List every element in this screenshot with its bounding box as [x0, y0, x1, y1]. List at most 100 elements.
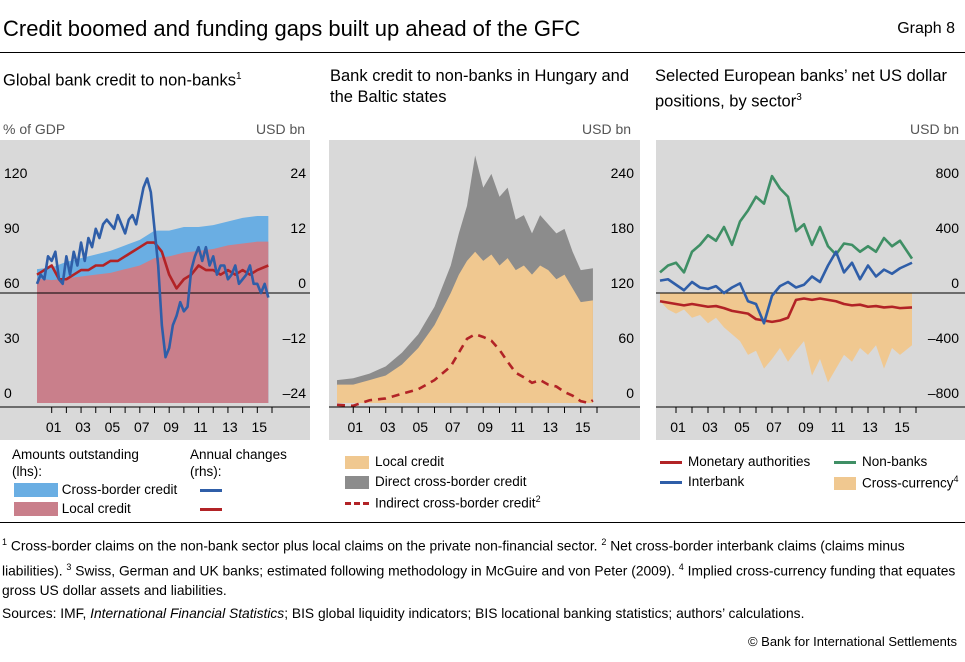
legend2-label-indirect: Indirect cross-border credit — [375, 495, 536, 511]
y-tick-label-right: 24 — [290, 165, 306, 181]
line-non-banks — [659, 174, 914, 274]
legend-swatch-cross-border-area — [14, 483, 58, 498]
panel3-title: Selected European banks’ net US dollar p… — [655, 67, 947, 111]
legend3-label-monetary: Monetary authorities — [688, 454, 811, 469]
x-tick-label: 03 — [702, 419, 718, 435]
footer-rule — [0, 522, 965, 523]
y-tick-label-left: 30 — [4, 330, 20, 346]
legend3-label-nonbanks: Non-banks — [862, 454, 928, 469]
graph-title: Credit boomed and funding gaps built up … — [3, 16, 581, 41]
y-tick-label-left: 60 — [4, 275, 20, 291]
y-tick-label-right: –800 — [928, 385, 959, 401]
x-tick-label: 05 — [734, 419, 750, 435]
x-tick-label: 05 — [105, 419, 121, 435]
x-tick-label: 15 — [252, 419, 268, 435]
line-indirect-cross-border-credit — [336, 332, 594, 408]
graph-header: Credit boomed and funding gaps built up … — [0, 0, 965, 52]
panel1-left-unit: % of GDP — [3, 121, 66, 137]
legend3-item-crosscurrency: Cross-currency4 — [834, 474, 959, 491]
legend-changes-label: Annual changes (rhs): — [190, 447, 287, 479]
y-tick-label-right: 240 — [611, 165, 635, 181]
x-tick-label: 15 — [575, 419, 591, 435]
sources: Sources: IMF, International Financial St… — [2, 606, 805, 621]
y-tick-label-right: 0 — [626, 385, 634, 401]
x-tick-label: 07 — [445, 419, 461, 435]
x-tick-label: 13 — [862, 419, 878, 435]
panel1-title: Global bank credit to non-banks1 — [3, 71, 242, 90]
graph-number: Graph 8 — [897, 20, 955, 37]
panel3-right-unit: USD bn — [910, 121, 960, 137]
y-tick-label-right: 12 — [290, 220, 306, 236]
legend3-swatch-nonbanks — [834, 460, 856, 464]
y-tick-label-right: –24 — [283, 385, 307, 401]
panel2-svg: 240 180 120 60 0 01 03 05 07 09 11 13 15 — [329, 155, 640, 435]
x-tick-label: 11 — [831, 419, 846, 435]
y-tick-label-right: 180 — [611, 220, 635, 236]
legend-swatch-cross-border-line — [200, 489, 222, 492]
panel1-plot: 120 90 60 30 0 24 12 0 –12 –24 01 03 05 07 09 11 13 15 — [0, 140, 310, 440]
line-monetary-authorities — [659, 297, 913, 324]
legend2-swatch-local — [345, 455, 369, 469]
legend-swatch-local-line — [200, 508, 222, 511]
y-tick-label-right: 800 — [936, 165, 960, 181]
footnotes: 1 Cross-border claims on the non-bank se… — [2, 537, 956, 599]
x-tick-label: 03 — [380, 419, 396, 435]
x-tick-label: 07 — [766, 419, 782, 435]
legend-swatch-local-area — [14, 502, 58, 517]
y-tick-label-left: 90 — [4, 220, 20, 236]
legend2-item-local: Local credit — [345, 454, 444, 469]
x-tick-label: 05 — [412, 419, 428, 435]
panel1-right-unit: USD bn — [256, 121, 306, 137]
x-tick-label: 13 — [222, 419, 238, 435]
x-tick-label: 11 — [193, 419, 208, 435]
y-tick-label-left: 120 — [4, 165, 28, 181]
legend3-swatch-monetary — [660, 460, 682, 464]
copyright: © Bank for International Settlements — [747, 634, 957, 649]
y-tick-label-left: 0 — [4, 385, 12, 401]
y-tick-label-right: 120 — [611, 275, 635, 291]
x-tick-label: 15 — [894, 419, 910, 435]
x-tick-label: 01 — [347, 419, 363, 435]
legend3-swatch-crosscurrency — [834, 477, 856, 491]
x-tick-label: 01 — [670, 419, 686, 435]
panel3-svg: 800 400 0 –400 –800 01 03 05 07 09 11 13 15 — [656, 165, 965, 435]
y-tick-label-right: 0 — [951, 275, 959, 291]
x-tick-label: 03 — [75, 419, 91, 435]
legend3-swatch-interbank — [660, 480, 682, 484]
y-tick-label-right: 60 — [618, 330, 634, 346]
x-tick-label: 09 — [477, 419, 493, 435]
panel2-plot: 240 180 120 60 0 01 03 05 07 09 11 13 15 — [329, 140, 640, 440]
legend3-label-interbank: Interbank — [688, 474, 745, 489]
x-tick-label: 11 — [510, 419, 525, 435]
area-local-credit — [337, 251, 593, 403]
legend2-item-direct: Direct cross-border credit — [345, 474, 527, 489]
x-tick-label: 01 — [46, 419, 62, 435]
legend2-label-direct: Direct cross-border credit — [375, 474, 527, 489]
legend-amounts-label: Amounts outstanding (lhs): — [12, 447, 139, 479]
x-tick-label: 13 — [542, 419, 558, 435]
legend-item-cross-border: Cross-border credit — [14, 482, 178, 498]
legend3-label-crosscurrency: Cross-currency — [862, 475, 954, 491]
legend3-item-interbank: Interbank — [660, 474, 744, 489]
line-interbank — [659, 250, 913, 325]
panel2-title: Bank credit to non-banks in Hungary and … — [330, 67, 630, 106]
x-tick-label: 07 — [134, 419, 150, 435]
legend-item-local: Local credit — [14, 501, 131, 517]
header-rule — [0, 52, 965, 53]
legend2-swatch-direct — [345, 475, 369, 489]
legend3-item-monetary: Monetary authorities — [660, 454, 810, 469]
legend2-item-indirect: Indirect cross-border credit2 — [345, 494, 541, 511]
panel2-right-unit: USD bn — [582, 121, 632, 137]
x-tick-label: 09 — [798, 419, 814, 435]
x-tick-label: 09 — [163, 419, 179, 435]
area-local-credit — [37, 241, 269, 403]
y-tick-label-right: 400 — [936, 220, 960, 236]
line-cross-border-change — [35, 177, 270, 359]
legend3-item-nonbanks: Non-banks — [834, 454, 927, 469]
y-tick-label-right: 0 — [298, 275, 306, 291]
y-tick-label-right: –400 — [928, 330, 959, 346]
legend2-swatch-indirect — [345, 502, 369, 506]
legend-label-cross-border: Cross-border credit — [61, 482, 178, 497]
area-cross-currency — [660, 293, 912, 383]
panel3-plot: 800 400 0 –400 –800 01 03 05 07 09 11 13 15 — [656, 140, 965, 440]
